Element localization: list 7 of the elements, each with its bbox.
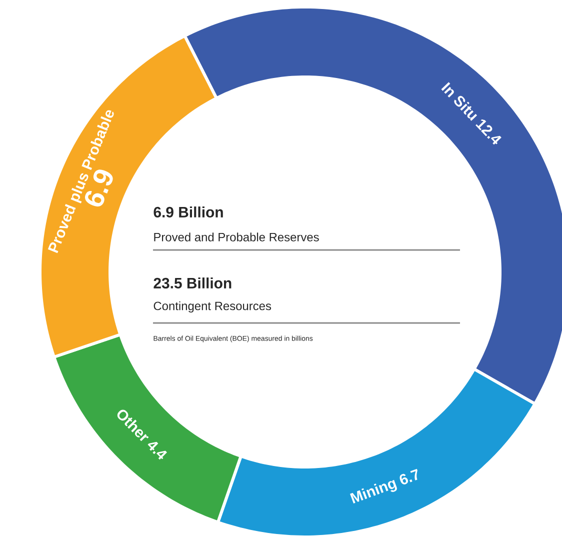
text: 23.5 Billion bbox=[154, 277, 232, 288]
data-label: 6.7 bbox=[400, 468, 418, 484]
text: 6.9 Billion bbox=[154, 206, 223, 218]
data-label: 4.4 bbox=[148, 442, 167, 460]
text: Proved and Probable Reserves bbox=[154, 232, 319, 242]
slice-label: Mining bbox=[350, 480, 397, 504]
text: Contingent Resources bbox=[154, 301, 272, 313]
